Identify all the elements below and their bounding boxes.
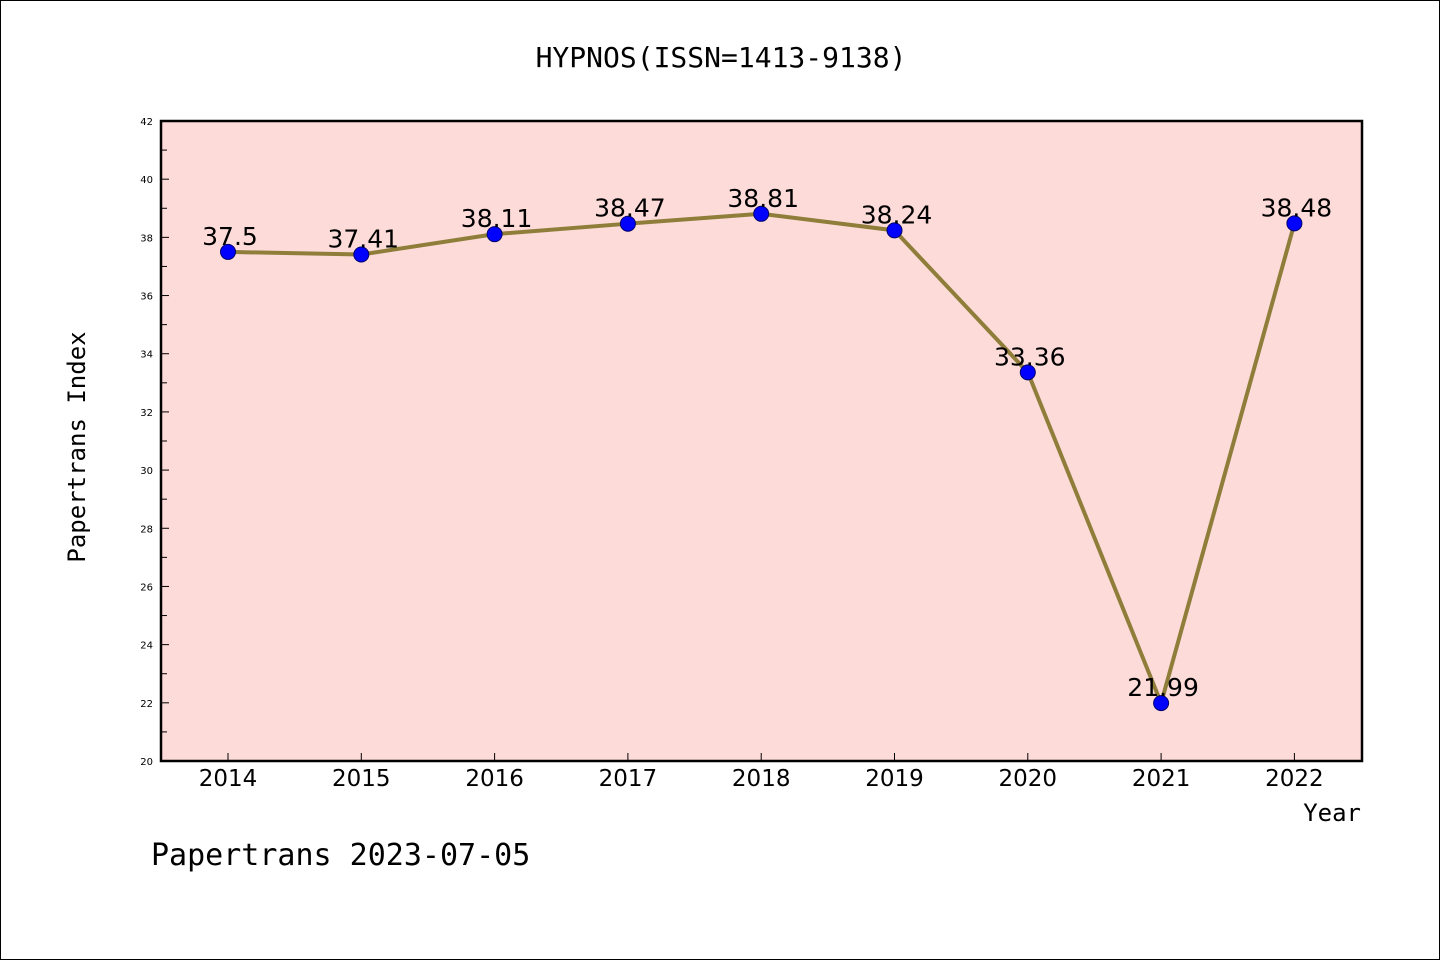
y-tick-label: 32	[140, 408, 153, 419]
x-tick-label: 2015	[332, 766, 391, 792]
y-tick-label: 24	[140, 641, 153, 652]
y-tick-label: 20	[140, 757, 153, 768]
x-tick-label: 2018	[732, 766, 791, 792]
x-tick-label: 2022	[1265, 766, 1324, 792]
data-point	[220, 243, 236, 260]
y-tick-label: 36	[140, 292, 153, 303]
x-axis-label: Year	[1303, 799, 1361, 827]
data-label: 33.36	[994, 342, 1066, 371]
data-point	[1019, 364, 1036, 381]
data-label: 37.5	[202, 222, 258, 251]
data-label: 38.11	[461, 204, 533, 233]
data-labels: 37.5 37.41 38.11 38.47 38.81 38.24 33.36 21.99 3…	[202, 184, 1332, 702]
y-tick-label: 38	[140, 233, 153, 244]
data-point	[1286, 215, 1303, 232]
data-point	[886, 222, 903, 239]
y-tick-label: 34	[140, 350, 153, 361]
x-tick-label: 2016	[465, 766, 524, 792]
plot-border	[159, 119, 1364, 763]
y-tick-label: 40	[140, 175, 153, 186]
data-label: 21.99	[1127, 673, 1199, 702]
footer-text: Papertrans 2023-07-05	[151, 838, 530, 873]
x-tick-label: 2020	[999, 766, 1058, 792]
x-tick-label: 2014	[199, 766, 258, 792]
x-axis: 2014 2015 2016 2017 2018 2019 2020 2021 2022	[199, 753, 1324, 792]
data-label: 37.41	[328, 225, 400, 254]
y-tick-label: 22	[140, 699, 153, 710]
y-tick-label: 42	[140, 117, 153, 128]
y-tick-label: 30	[140, 466, 153, 477]
data-label: 38.48	[1261, 193, 1333, 222]
data-label: 38.47	[594, 194, 666, 223]
plot-area	[161, 121, 1362, 761]
x-tick-label: 2017	[599, 766, 658, 792]
chart-title: HYPNOS(ISSN=1413-9138)	[536, 41, 907, 74]
data-label: 38.24	[861, 200, 933, 229]
data-point	[353, 246, 370, 263]
data-label: 38.81	[727, 184, 799, 213]
y-tick-label: 28	[140, 524, 153, 535]
x-tick-label: 2021	[1132, 766, 1191, 792]
data-point	[753, 205, 770, 222]
x-tick-label: 2019	[865, 766, 924, 792]
y-axis-label: Papertrans Index	[63, 331, 91, 562]
y-axis: 20 22 24 26 28 30 32 34 36 38 40 42	[140, 117, 169, 768]
y-tick-label: 26	[140, 582, 153, 593]
data-point	[1153, 695, 1170, 712]
data-point	[486, 226, 503, 243]
data-point	[619, 215, 636, 232]
data-series	[220, 205, 1303, 712]
